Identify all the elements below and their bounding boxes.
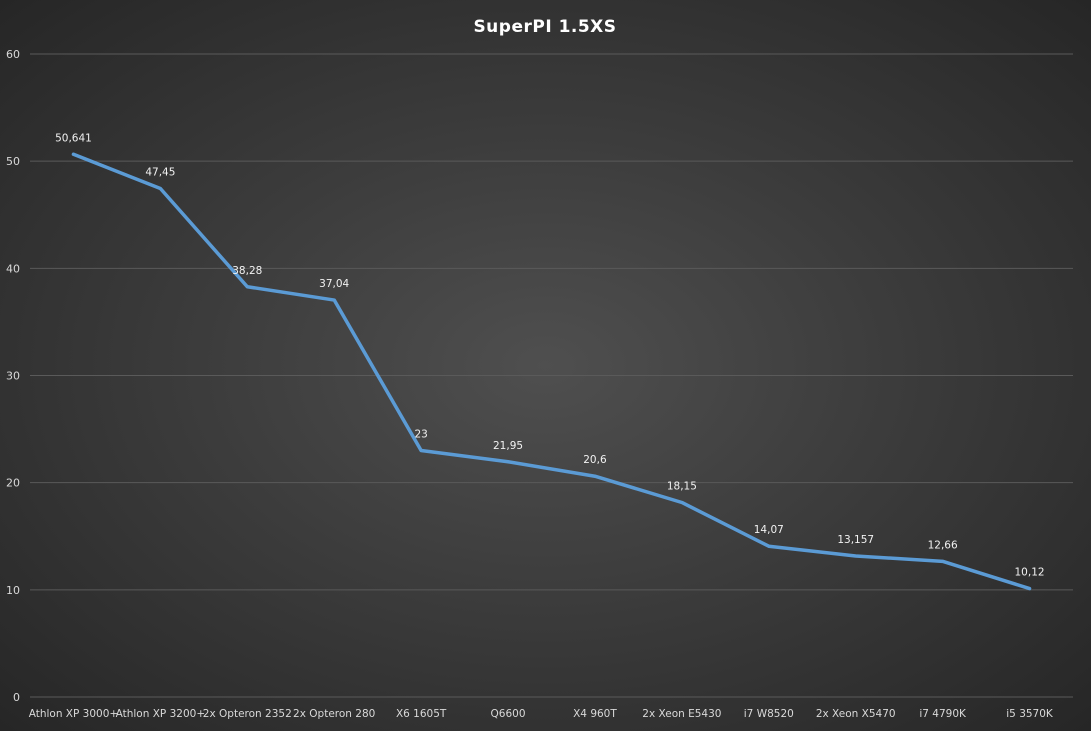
x-category-label: Athlon XP 3000+ bbox=[29, 708, 119, 720]
data-label: 13,157 bbox=[837, 534, 874, 546]
y-tick-label: 40 bbox=[6, 262, 20, 275]
data-point bbox=[854, 554, 858, 558]
data-label: 38,28 bbox=[232, 265, 262, 277]
data-label: 10,12 bbox=[1015, 567, 1045, 579]
x-category-label: Q6600 bbox=[491, 708, 526, 720]
x-category-label: X4 960T bbox=[573, 708, 617, 720]
data-point bbox=[680, 500, 684, 504]
data-label: 20,6 bbox=[583, 454, 607, 466]
data-point bbox=[506, 460, 510, 464]
data-label: 37,04 bbox=[319, 278, 349, 290]
data-point bbox=[245, 285, 249, 289]
x-category-label: X6 1605T bbox=[396, 708, 447, 720]
x-category-label: i5 3570K bbox=[1006, 708, 1054, 720]
data-point bbox=[1028, 587, 1032, 591]
data-point bbox=[767, 544, 771, 548]
y-axis-tick-labels: 0 10 20 30 40 50 60 bbox=[6, 48, 20, 704]
data-label: 12,66 bbox=[928, 539, 958, 551]
x-category-label: 2x Xeon X5470 bbox=[816, 708, 896, 720]
y-tick-label: 10 bbox=[6, 584, 20, 597]
data-label: 23 bbox=[414, 429, 427, 441]
data-point bbox=[419, 449, 423, 453]
y-tick-label: 0 bbox=[13, 691, 20, 704]
data-label: 18,15 bbox=[667, 480, 697, 492]
x-category-label: i7 4790K bbox=[919, 708, 967, 720]
x-category-label: Athlon XP 3200+ bbox=[116, 708, 206, 720]
data-label: 21,95 bbox=[493, 440, 523, 452]
data-label: 50,641 bbox=[55, 132, 92, 144]
data-point bbox=[71, 152, 75, 156]
data-point bbox=[941, 559, 945, 563]
data-labels: 50,641 47,45 38,28 37,04 23 21,95 20,6 18,15 14,… bbox=[55, 132, 1044, 578]
gridlines bbox=[30, 53, 1073, 698]
x-category-label: 2x Xeon E5430 bbox=[642, 708, 721, 720]
x-axis-category-labels: Athlon XP 3000+Athlon XP 3200+2x Opteron… bbox=[29, 708, 1054, 720]
data-point bbox=[593, 474, 597, 478]
y-tick-label: 60 bbox=[6, 48, 20, 61]
data-point bbox=[158, 186, 162, 190]
x-category-label: i7 W8520 bbox=[744, 708, 794, 720]
series-polyline bbox=[71, 152, 1032, 591]
x-category-label: 2x Opteron 2352 bbox=[203, 708, 292, 720]
x-category-label: 2x Opteron 280 bbox=[293, 708, 375, 720]
chart-title: SuperPI 1.5XS bbox=[473, 17, 616, 37]
data-point bbox=[332, 298, 336, 302]
y-tick-label: 30 bbox=[6, 370, 20, 383]
y-tick-label: 50 bbox=[6, 155, 20, 168]
data-label: 47,45 bbox=[145, 166, 175, 178]
series-line bbox=[71, 152, 1032, 591]
data-label: 14,07 bbox=[754, 524, 784, 536]
y-tick-label: 20 bbox=[6, 477, 20, 490]
